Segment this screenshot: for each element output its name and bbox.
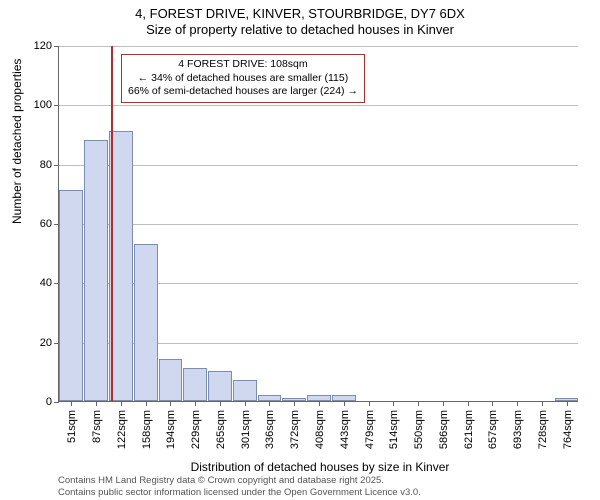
callout-line3: 66% of semi-detached houses are larger (… [128, 85, 358, 99]
xtick-label: 728sqm [537, 410, 549, 449]
xtick-label: 621sqm [463, 410, 475, 449]
x-axis-label: Distribution of detached houses by size … [20, 460, 600, 474]
bar [208, 371, 232, 401]
xtick-label: 764sqm [562, 410, 574, 449]
ytick-mark [54, 402, 59, 403]
chart-title-line2: Size of property relative to detached ho… [0, 22, 600, 38]
ytick-label: 80 [0, 159, 52, 171]
gridline [59, 224, 578, 225]
xtick-label: 301sqm [240, 410, 252, 449]
xtick-label: 122sqm [116, 410, 128, 449]
callout-line1: 4 FOREST DRIVE: 108sqm [128, 58, 358, 72]
ytick-mark [54, 224, 59, 225]
ytick-label: 120 [0, 40, 52, 52]
xtick-label: 336sqm [264, 410, 276, 449]
xtick-mark [492, 401, 493, 406]
xtick-mark [344, 401, 345, 406]
xtick-mark [517, 401, 518, 406]
xtick-mark [71, 401, 72, 406]
xtick-label: 514sqm [388, 410, 400, 449]
ytick-mark [54, 105, 59, 106]
xtick-label: 408sqm [314, 410, 326, 449]
histogram-chart: 4, FOREST DRIVE, KINVER, STOURBRIDGE, DY… [0, 0, 600, 500]
xtick-mark [294, 401, 295, 406]
xtick-mark [269, 401, 270, 406]
callout-box: 4 FOREST DRIVE: 108sqm← 34% of detached … [121, 54, 365, 103]
xtick-mark [245, 401, 246, 406]
xtick-label: 479sqm [364, 410, 376, 449]
xtick-mark [443, 401, 444, 406]
xtick-mark [195, 401, 196, 406]
chart-title-block: 4, FOREST DRIVE, KINVER, STOURBRIDGE, DY… [0, 0, 600, 39]
xtick-label: 372sqm [289, 410, 301, 449]
xtick-mark [542, 401, 543, 406]
xtick-label: 158sqm [141, 410, 153, 449]
xtick-mark [418, 401, 419, 406]
ytick-label: 20 [0, 337, 52, 349]
ytick-label: 100 [0, 99, 52, 111]
xtick-mark [146, 401, 147, 406]
xtick-label: 693sqm [512, 410, 524, 449]
xtick-label: 51sqm [66, 410, 78, 443]
bar [183, 368, 207, 401]
chart-title-line1: 4, FOREST DRIVE, KINVER, STOURBRIDGE, DY… [0, 6, 600, 22]
bar [84, 140, 108, 401]
xtick-label: 443sqm [339, 410, 351, 449]
gridline [59, 105, 578, 106]
footnote-line2: Contains public sector information licen… [58, 487, 421, 498]
xtick-label: 586sqm [438, 410, 450, 449]
gridline [59, 165, 578, 166]
xtick-label: 229sqm [190, 410, 202, 449]
ytick-label: 0 [0, 396, 52, 408]
property-marker-line [111, 46, 113, 401]
xtick-mark [468, 401, 469, 406]
plot-area: 4 FOREST DRIVE: 108sqm← 34% of detached … [58, 46, 578, 402]
ytick-mark [54, 343, 59, 344]
bar [159, 359, 183, 401]
footnote-line1: Contains HM Land Registry data © Crown c… [58, 475, 421, 486]
y-axis-label: Number of detached properties [10, 59, 24, 224]
xtick-mark [121, 401, 122, 406]
xtick-label: 657sqm [487, 410, 499, 449]
bar [134, 244, 158, 401]
xtick-label: 265sqm [215, 410, 227, 449]
xtick-mark [170, 401, 171, 406]
ytick-mark [54, 46, 59, 47]
xtick-mark [393, 401, 394, 406]
ytick-mark [54, 283, 59, 284]
xtick-label: 550sqm [413, 410, 425, 449]
bar [233, 380, 257, 401]
xtick-label: 194sqm [165, 410, 177, 449]
footnote: Contains HM Land Registry data © Crown c… [58, 475, 421, 498]
xtick-mark [319, 401, 320, 406]
xtick-label: 87sqm [91, 410, 103, 443]
xtick-mark [567, 401, 568, 406]
xtick-mark [220, 401, 221, 406]
ytick-mark [54, 165, 59, 166]
bar [59, 190, 83, 401]
callout-line2: ← 34% of detached houses are smaller (11… [128, 72, 358, 86]
xtick-mark [369, 401, 370, 406]
ytick-label: 40 [0, 277, 52, 289]
gridline [59, 46, 578, 47]
xtick-mark [96, 401, 97, 406]
ytick-label: 60 [0, 218, 52, 230]
